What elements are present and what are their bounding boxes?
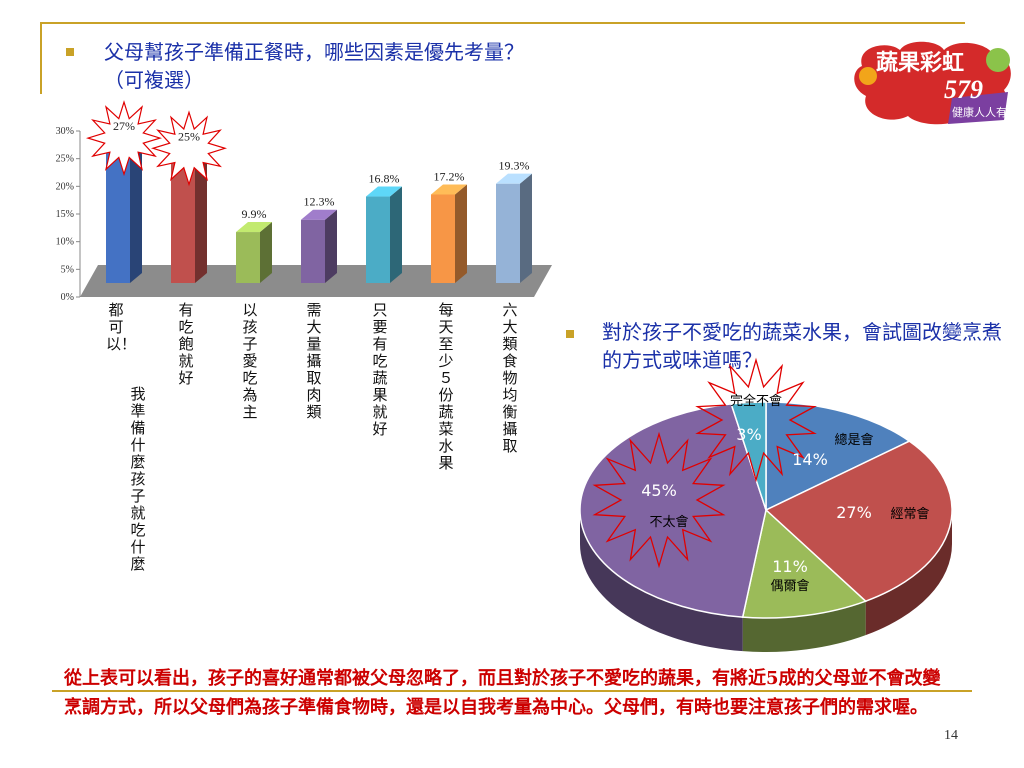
bar-chart: 0% 5% 10% 15% 20% 25% 30% 27% 25% 9.9% 12.3% 16.8%… — [56, 100, 552, 303]
bottom-rule — [52, 690, 972, 692]
bar-top — [236, 222, 272, 233]
bar-side — [325, 209, 337, 283]
y-tick-label: 10% — [56, 237, 74, 248]
bar-value-label: 17.2% — [434, 169, 465, 183]
bar — [236, 232, 260, 283]
fruit-rainbow-logo: 蔬果彩虹 579 健康人人有 — [854, 41, 1011, 125]
pie-value-label: 11% — [772, 557, 808, 576]
logo-text-3: 健康人人有 — [952, 105, 1007, 119]
category-label-part: 我準備什麼孩子就吃什麼 — [130, 385, 146, 573]
bar-value-label: 19.3% — [499, 159, 530, 173]
bar-value-label: 16.8% — [369, 172, 400, 186]
y-tick-label: 25% — [56, 154, 74, 165]
left-rule — [40, 22, 42, 94]
category-label: 有吃飽就好 — [178, 301, 194, 387]
bullet-1 — [66, 48, 74, 56]
pie-slice-side — [742, 601, 866, 652]
bar-side — [195, 144, 207, 283]
highlight-star — [150, 110, 228, 187]
pie-category-label: 完全不會 — [730, 393, 782, 409]
bar-top — [366, 186, 402, 197]
bar-side — [455, 184, 467, 283]
bar — [496, 183, 520, 283]
pie-value-label: 14% — [792, 450, 828, 469]
bar-side — [260, 222, 272, 283]
question-2: 對於孩子不愛吃的蔬菜水果，會試圖改變烹煮的方式或味道嗎？ — [602, 320, 1002, 372]
highlight-star — [592, 431, 726, 569]
y-tick-label: 15% — [56, 209, 74, 220]
pie-slice-side — [865, 510, 952, 636]
pie-slice-side — [580, 510, 743, 652]
category-label: 需大量攝取肉類 — [306, 301, 322, 421]
pie-slice — [579, 403, 767, 618]
bar-value-label: 9.9% — [242, 207, 267, 221]
pie-slice — [741, 508, 868, 619]
bar-top — [496, 173, 532, 184]
highlight-star — [85, 100, 163, 177]
category-label: 以孩子愛吃為主 — [242, 301, 258, 421]
logo-text-2: 579 — [944, 75, 983, 104]
bar-value-label: 27% — [113, 119, 135, 133]
pie-category-label: 經常會 — [890, 507, 929, 522]
y-tick-label: 30% — [56, 126, 74, 137]
pie-category-label: 不太會 — [649, 515, 688, 530]
pie-category-label: 總是會 — [834, 432, 873, 448]
category-label: 只要有吃蔬果就好 — [372, 301, 388, 438]
category-label: 六大類食物均衡攝取 — [502, 301, 518, 455]
bullet-2 — [566, 330, 574, 338]
pie-value-label: 3% — [736, 425, 761, 444]
bar — [301, 219, 325, 283]
page-number: 14 — [944, 728, 958, 743]
bar-top — [431, 184, 467, 195]
top-rule — [40, 22, 965, 24]
bar — [366, 196, 390, 283]
pie-value-label: 27% — [836, 503, 872, 522]
bar-side — [390, 186, 402, 283]
pie-slice — [764, 440, 953, 603]
pie-category-label: 偶爾會 — [770, 579, 809, 594]
pie-value-label: 45% — [641, 481, 677, 500]
category-label: 每天至少５份蔬菜水果 — [438, 301, 454, 472]
question-1: 父母幫孩子準備正餐時，哪些因素是優先考量？（可複選） — [104, 40, 524, 92]
highlight-star — [695, 357, 817, 483]
bar-side — [520, 173, 532, 283]
bar-top — [301, 209, 337, 220]
y-tick-label: 5% — [61, 264, 74, 275]
y-tick-label: 20% — [56, 181, 74, 192]
y-tick-label: 0% — [61, 292, 74, 303]
bar-value-label: 25% — [178, 129, 200, 143]
conclusion-text: 從上表可以看出，孩子的喜好通常都被父母忽略了，而且對於孩子不愛吃的蔬果，有將近5… — [64, 668, 941, 718]
bar-side — [130, 134, 142, 283]
pie-slice — [765, 401, 911, 512]
bar-value-label: 12.3% — [304, 195, 335, 209]
bar — [431, 194, 455, 283]
logo-text-1: 蔬果彩虹 — [876, 51, 964, 76]
